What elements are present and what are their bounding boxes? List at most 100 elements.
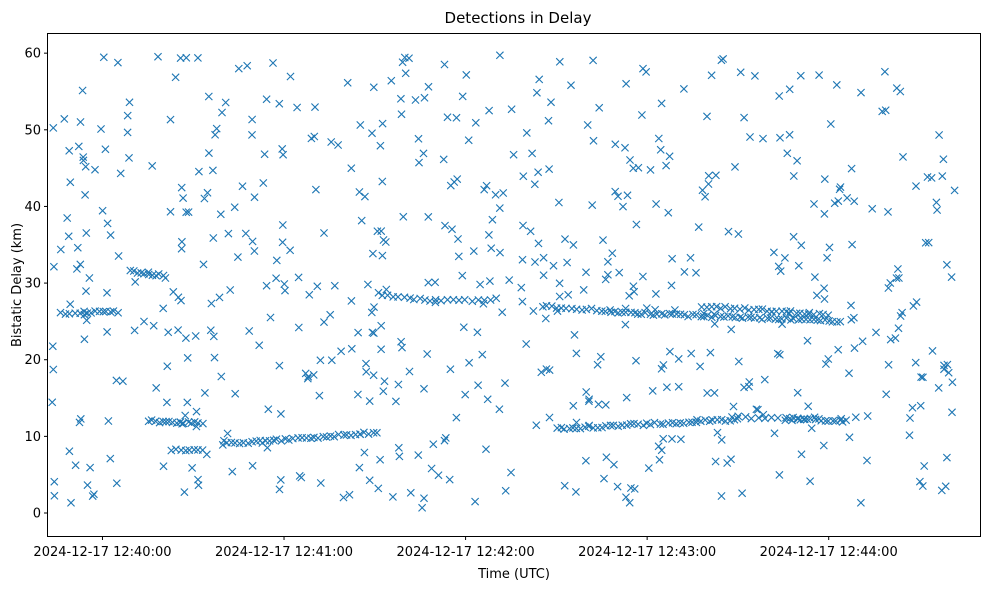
data-point [319, 432, 328, 441]
data-point [501, 379, 509, 388]
data-point [498, 308, 507, 317]
y-tick-label: 30 [24, 277, 41, 292]
data-point [378, 177, 387, 186]
data-point [522, 340, 531, 348]
data-point [461, 390, 470, 399]
data-point [496, 248, 504, 257]
data-point [263, 443, 272, 452]
data-point [832, 80, 841, 89]
data-point [266, 313, 275, 322]
data-point [260, 150, 269, 159]
data-point [154, 270, 163, 278]
data-point [166, 115, 175, 124]
data-point [719, 54, 728, 63]
data-point [334, 141, 343, 149]
data-point [582, 388, 591, 396]
data-point [940, 365, 948, 374]
data-point [562, 304, 570, 313]
data-point [937, 486, 946, 495]
data-point [184, 208, 193, 217]
data-point [66, 178, 75, 187]
data-point [478, 350, 487, 359]
data-point [231, 389, 240, 398]
data-point [780, 253, 789, 262]
data-point [81, 162, 90, 171]
x-tick-label: 2024-12-17 12:40:00 [33, 545, 171, 560]
data-point [193, 53, 202, 62]
data-point [650, 418, 659, 427]
data-point [611, 187, 620, 196]
data-point [248, 115, 257, 124]
data-point [427, 464, 436, 473]
data-point [279, 150, 288, 159]
data-point [365, 476, 374, 485]
data-point [734, 230, 743, 238]
data-point [710, 388, 719, 397]
data-point [367, 308, 376, 317]
data-point [309, 370, 318, 379]
data-point [313, 282, 322, 291]
data-point [272, 274, 281, 283]
data-point [882, 390, 891, 399]
data-point [355, 188, 364, 196]
data-point [740, 383, 749, 392]
data-point [731, 162, 739, 171]
data-point [179, 194, 188, 203]
data-point [626, 156, 634, 164]
data-point [928, 346, 937, 355]
data-point [224, 229, 233, 238]
data-point [414, 451, 423, 460]
data-point [667, 281, 676, 290]
data-point [703, 112, 711, 121]
data-point [783, 149, 792, 158]
data-point [414, 134, 423, 143]
data-point [939, 155, 948, 164]
data-point [832, 318, 841, 326]
data-point [704, 180, 713, 188]
data-point [280, 280, 289, 288]
data-point [200, 194, 209, 203]
data-point [56, 308, 65, 317]
data-point [676, 418, 685, 427]
data-point [208, 166, 217, 175]
data-point [733, 414, 742, 423]
data-point [378, 119, 387, 128]
data-point [406, 488, 415, 497]
data-point [906, 414, 914, 422]
data-point [948, 378, 957, 387]
x-tick-label: 2024-12-17 12:44:00 [760, 545, 898, 560]
data-point [347, 164, 356, 173]
data-point [729, 402, 738, 411]
data-point [692, 310, 701, 319]
data-point [368, 129, 376, 138]
data-point [665, 309, 674, 318]
data-point [314, 434, 322, 443]
data-point [56, 245, 65, 254]
data-point [440, 436, 449, 445]
data-point [535, 75, 544, 84]
data-point [278, 221, 287, 229]
data-point [262, 95, 271, 104]
data-point [373, 227, 382, 236]
data-point [674, 382, 683, 391]
data-point [918, 482, 927, 490]
data-point [622, 493, 630, 502]
data-point [468, 297, 477, 306]
data-point [454, 235, 462, 243]
data-point [680, 267, 689, 276]
data-point [227, 438, 236, 447]
data-point [705, 417, 714, 426]
data-point [327, 138, 336, 146]
data-point [434, 471, 443, 480]
data-point [842, 416, 851, 425]
data-point [767, 413, 776, 422]
data-point [364, 430, 373, 439]
data-point [101, 145, 110, 154]
data-point [526, 227, 535, 236]
data-point [177, 183, 186, 192]
data-point [786, 315, 795, 324]
data-point [782, 314, 791, 323]
data-point [555, 292, 564, 301]
data-point [652, 200, 661, 208]
data-point [570, 330, 579, 339]
